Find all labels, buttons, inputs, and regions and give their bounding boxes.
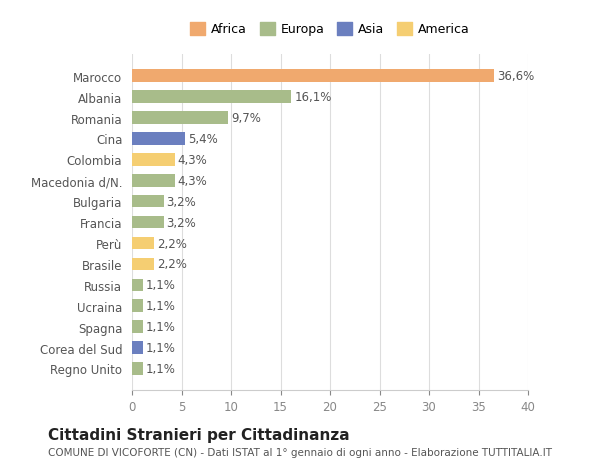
Bar	[132, 237, 154, 250]
Text: 3,2%: 3,2%	[167, 216, 196, 229]
Bar	[132, 300, 143, 312]
Bar	[132, 112, 228, 124]
Bar	[132, 258, 154, 271]
Text: 4,3%: 4,3%	[178, 174, 207, 187]
Bar	[132, 341, 143, 354]
Bar	[132, 321, 143, 333]
Text: 2,2%: 2,2%	[157, 237, 187, 250]
Text: 2,2%: 2,2%	[157, 258, 187, 271]
Text: 16,1%: 16,1%	[295, 91, 332, 104]
Bar	[132, 363, 143, 375]
Text: 1,1%: 1,1%	[146, 300, 176, 313]
Bar	[132, 174, 175, 187]
Text: 1,1%: 1,1%	[146, 320, 176, 333]
Bar	[132, 133, 185, 146]
Text: 5,4%: 5,4%	[188, 133, 218, 146]
Text: 1,1%: 1,1%	[146, 362, 176, 375]
Text: COMUNE DI VICOFORTE (CN) - Dati ISTAT al 1° gennaio di ogni anno - Elaborazione : COMUNE DI VICOFORTE (CN) - Dati ISTAT al…	[48, 448, 552, 458]
Text: 1,1%: 1,1%	[146, 279, 176, 291]
Bar	[132, 91, 292, 104]
Text: Cittadini Stranieri per Cittadinanza: Cittadini Stranieri per Cittadinanza	[48, 427, 350, 442]
Bar	[132, 279, 143, 291]
Text: 1,1%: 1,1%	[146, 341, 176, 354]
Bar	[132, 196, 164, 208]
Bar	[132, 154, 175, 166]
Text: 3,2%: 3,2%	[167, 195, 196, 208]
Bar	[132, 216, 164, 229]
Text: 9,7%: 9,7%	[231, 112, 261, 125]
Legend: Africa, Europa, Asia, America: Africa, Europa, Asia, America	[185, 18, 475, 41]
Bar	[132, 70, 494, 83]
Text: 4,3%: 4,3%	[178, 154, 207, 167]
Text: 36,6%: 36,6%	[497, 70, 535, 83]
